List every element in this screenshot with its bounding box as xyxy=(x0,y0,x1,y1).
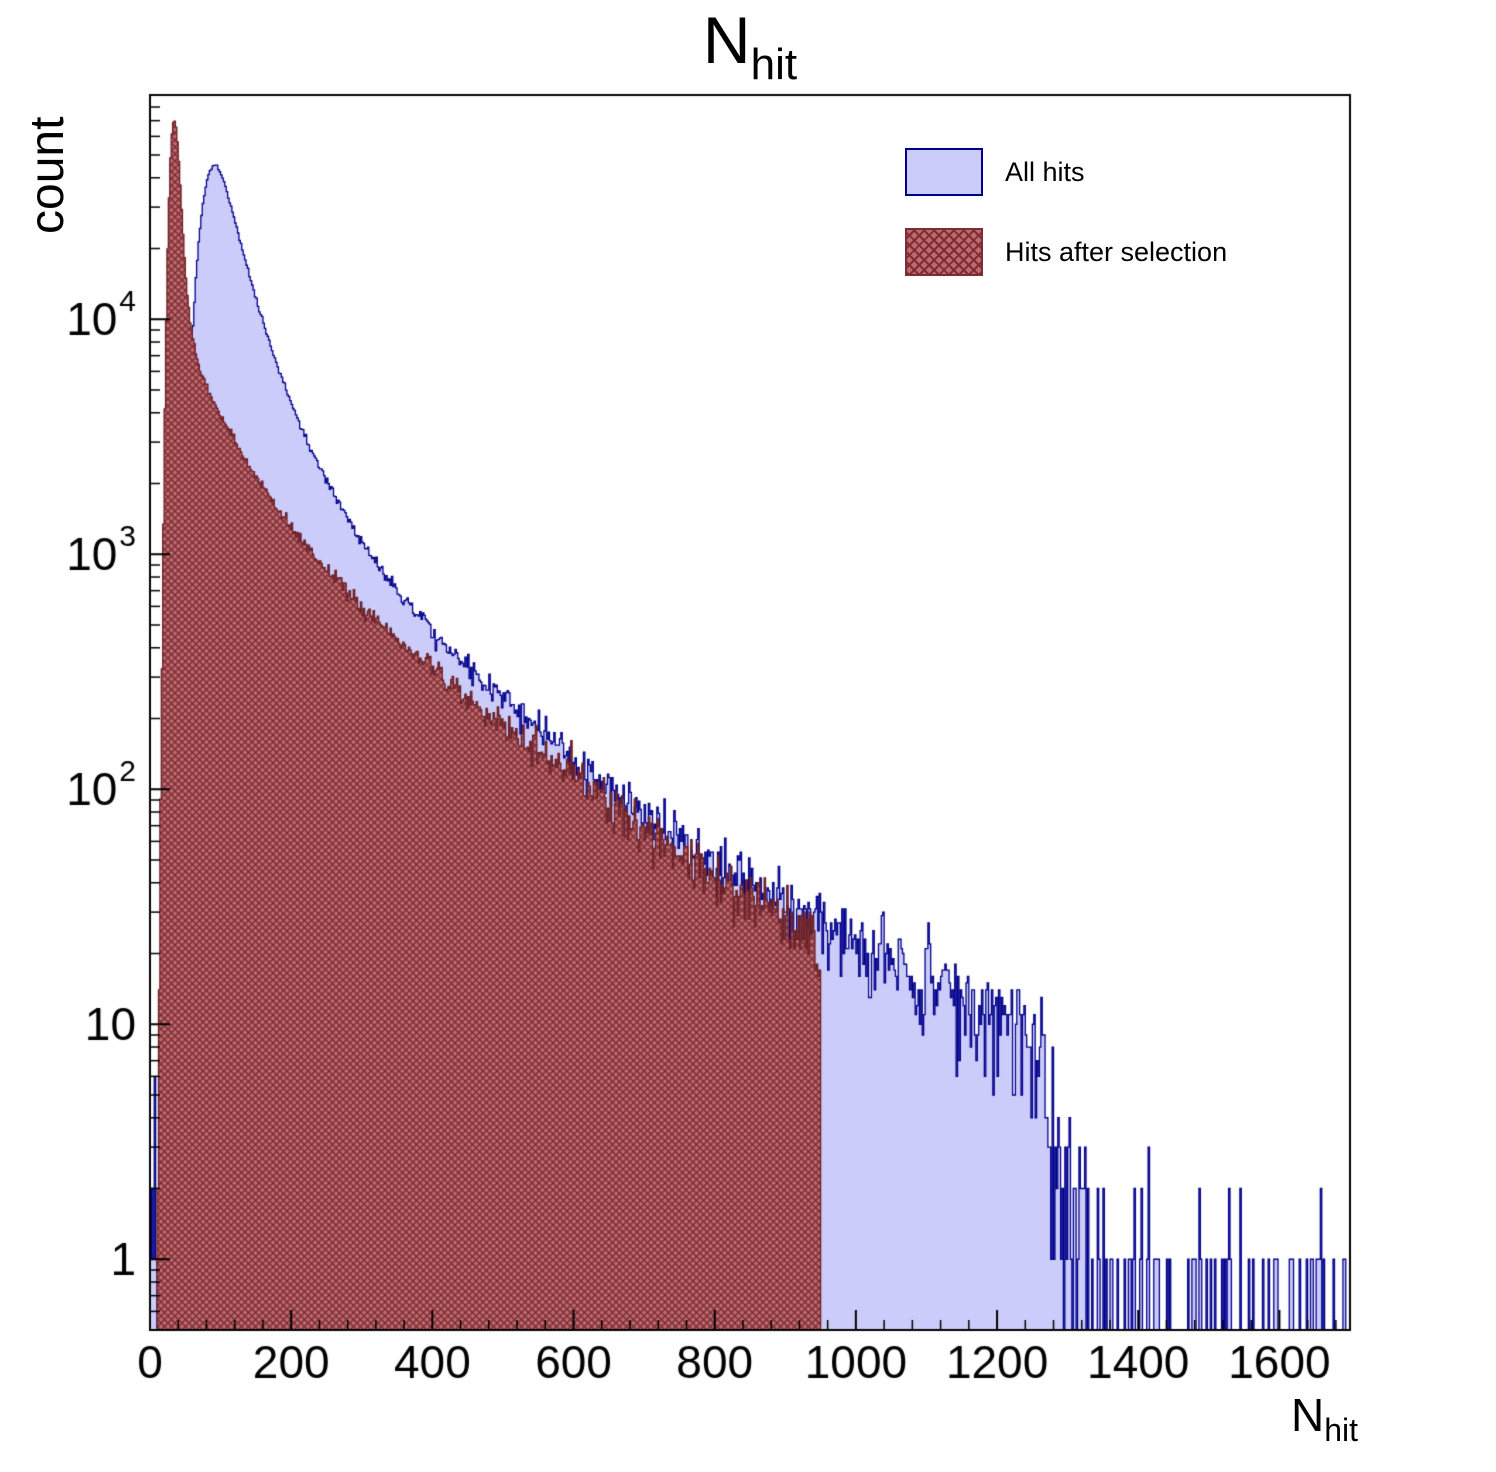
histogram-canvas xyxy=(0,0,1496,1472)
histogram-figure: Nhit count Nhit All hits Hits after sele… xyxy=(0,0,1496,1472)
